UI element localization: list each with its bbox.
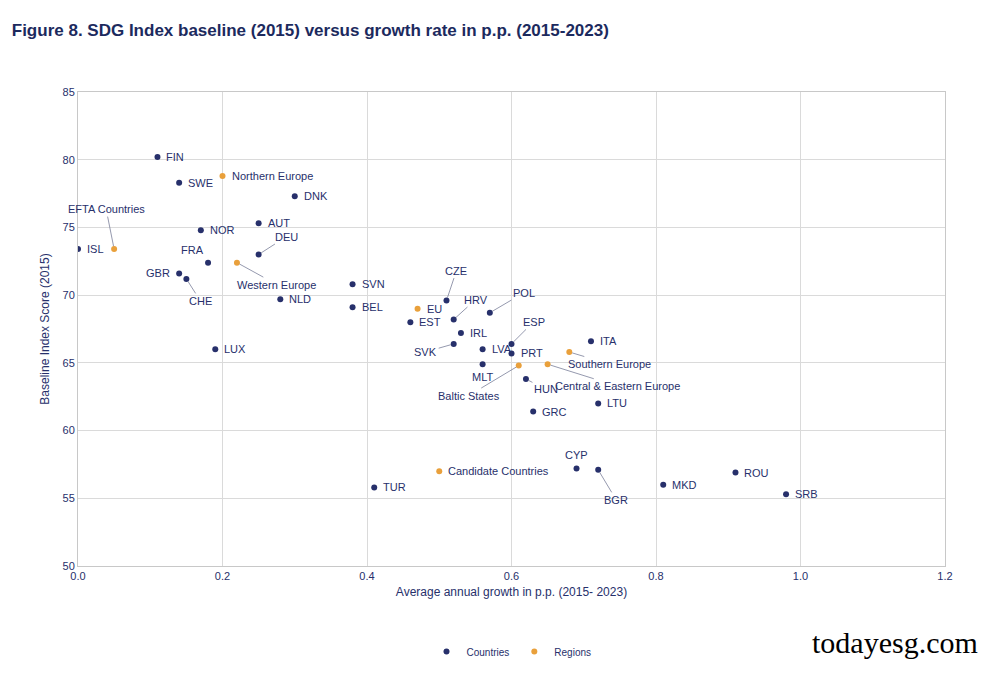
svg-text:SWE: SWE: [188, 177, 213, 189]
svg-text:POL: POL: [513, 287, 535, 299]
svg-text:DEU: DEU: [275, 231, 298, 243]
svg-text:0.2: 0.2: [215, 570, 230, 582]
svg-text:FRA: FRA: [181, 244, 204, 256]
svg-text:70: 70: [63, 289, 75, 301]
svg-text:IRL: IRL: [470, 327, 487, 339]
svg-text:Central & Eastern Europe: Central & Eastern Europe: [555, 380, 680, 392]
svg-text:SVK: SVK: [414, 346, 437, 358]
svg-text:75: 75: [63, 221, 75, 233]
svg-text:ROU: ROU: [744, 467, 769, 479]
svg-text:Figure 8. SDG Index baseline (: Figure 8. SDG Index baseline (2015) vers…: [12, 21, 609, 40]
svg-text:80: 80: [63, 154, 75, 166]
svg-text:65: 65: [63, 357, 75, 369]
svg-text:Regions: Regions: [554, 647, 591, 658]
svg-text:55: 55: [63, 492, 75, 504]
svg-text:todayesg.com: todayesg.com: [812, 626, 978, 659]
svg-text:LTU: LTU: [607, 397, 627, 409]
svg-text:ITA: ITA: [600, 335, 617, 347]
svg-text:0.0: 0.0: [70, 570, 85, 582]
svg-text:GBR: GBR: [146, 267, 170, 279]
svg-text:BGR: BGR: [604, 494, 628, 506]
svg-text:ESP: ESP: [523, 316, 545, 328]
svg-text:Baltic States: Baltic States: [438, 390, 500, 402]
svg-text:EFTA Countries: EFTA Countries: [68, 203, 145, 215]
svg-text:CZE: CZE: [445, 265, 467, 277]
svg-text:Western Europe: Western Europe: [237, 279, 316, 291]
svg-text:1.0: 1.0: [793, 570, 808, 582]
svg-text:0.4: 0.4: [359, 570, 374, 582]
svg-text:85: 85: [63, 86, 75, 98]
svg-text:TUR: TUR: [383, 481, 406, 493]
svg-text:GRC: GRC: [542, 406, 567, 418]
svg-text:LUX: LUX: [224, 343, 246, 355]
svg-text:MLT: MLT: [472, 371, 493, 383]
svg-text:Candidate Countries: Candidate Countries: [448, 465, 549, 477]
svg-text:PRT: PRT: [521, 347, 543, 359]
svg-text:0.6: 0.6: [504, 570, 519, 582]
svg-text:AUT: AUT: [268, 217, 290, 229]
svg-text:SRB: SRB: [795, 488, 818, 500]
svg-text:Countries: Countries: [467, 647, 510, 658]
svg-text:CYP: CYP: [565, 449, 588, 461]
svg-text:Southern Europe: Southern Europe: [568, 358, 651, 370]
svg-text:1.2: 1.2: [937, 570, 952, 582]
svg-text:MKD: MKD: [672, 479, 697, 491]
svg-text:LVA: LVA: [492, 343, 512, 355]
svg-text:60: 60: [63, 424, 75, 436]
svg-text:EST: EST: [419, 316, 441, 328]
svg-text:Northern Europe: Northern Europe: [232, 170, 313, 182]
svg-text:SVN: SVN: [362, 278, 385, 290]
svg-text:EU: EU: [427, 303, 442, 315]
svg-text:FIN: FIN: [166, 151, 184, 163]
svg-text:NOR: NOR: [210, 224, 235, 236]
svg-text:CHE: CHE: [189, 295, 212, 307]
svg-text:ISL: ISL: [87, 243, 104, 255]
svg-text:HRV: HRV: [464, 294, 488, 306]
svg-text:Baseline Index Score (2015): Baseline Index Score (2015): [38, 253, 52, 404]
svg-text:HUN: HUN: [534, 383, 558, 395]
svg-text:DNK: DNK: [304, 190, 328, 202]
svg-text:Average annual growth in p.p.: Average annual growth in p.p. (2015- 202…: [396, 585, 627, 599]
svg-text:50: 50: [63, 560, 75, 572]
svg-text:NLD: NLD: [289, 293, 311, 305]
svg-text:0.8: 0.8: [648, 570, 663, 582]
svg-text:BEL: BEL: [362, 301, 383, 313]
